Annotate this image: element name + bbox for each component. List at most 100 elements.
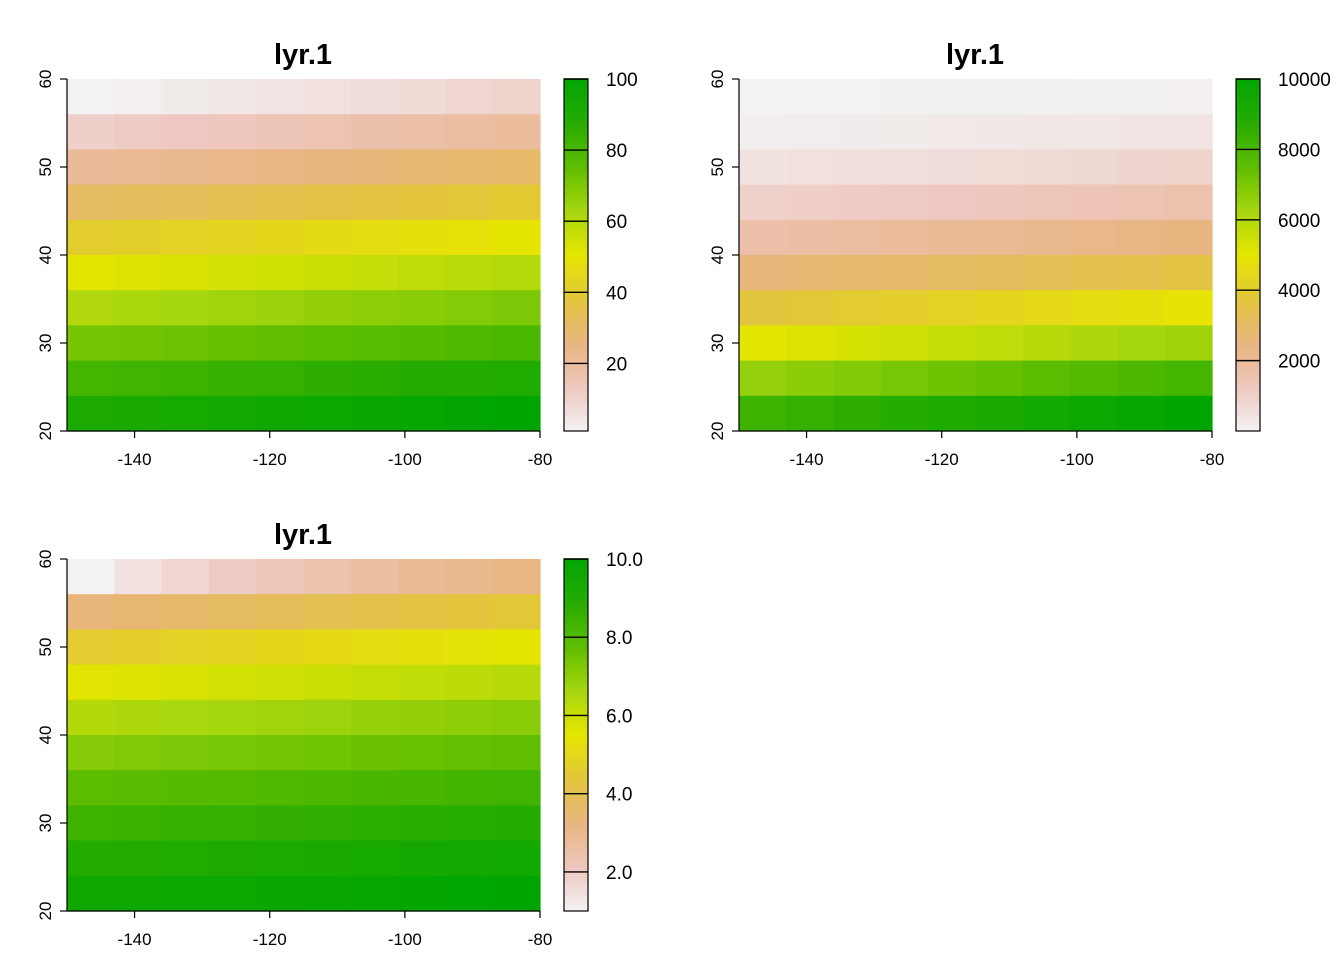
raster-cell [1022, 184, 1071, 221]
legend-colour-step [564, 761, 588, 765]
raster-cell [350, 325, 399, 362]
raster-cell [880, 149, 929, 186]
raster-cell [739, 219, 787, 256]
legend-colour-step [564, 814, 588, 818]
raster-cell [256, 770, 305, 806]
legend-colour-step [564, 202, 588, 206]
raster-cell [208, 360, 257, 397]
raster-cell [208, 629, 257, 666]
legend-colour-step [1236, 222, 1260, 227]
legend-colour-step [564, 664, 588, 669]
legend-colour-step [1236, 93, 1260, 98]
raster-cell [208, 805, 257, 842]
raster-cell [739, 255, 787, 291]
legend-colour-step [1236, 137, 1260, 142]
legend-colour-step [564, 246, 588, 250]
legend-colour-step [1236, 240, 1260, 244]
raster-cell [303, 875, 352, 912]
raster-cell [1070, 149, 1118, 186]
legend-colour-step [1236, 404, 1260, 409]
legend-colour-step [564, 87, 588, 92]
y-tick-label: 20 [708, 422, 727, 441]
raster-cell [833, 360, 882, 397]
legend-tick-label: 6000 [1278, 211, 1320, 232]
raster-cell [445, 184, 494, 221]
raster-cell [1022, 114, 1071, 150]
raster-cell [1022, 79, 1071, 115]
legend-colour-step [564, 561, 588, 566]
legend-colour-step [564, 249, 588, 253]
raster-cell [445, 255, 494, 291]
legend-tick-label: 100 [606, 70, 638, 91]
legend-colour-step [1236, 299, 1260, 303]
raster-cell [208, 594, 257, 630]
raster-cell [303, 699, 352, 736]
legend-tick-label: 8.0 [606, 628, 632, 649]
raster-cell [1164, 149, 1213, 186]
legend-colour-step [564, 673, 588, 677]
legend-colour-step [564, 585, 588, 589]
legend-colour-step [564, 799, 588, 804]
raster-cell [975, 395, 1024, 432]
legend-colour-step [564, 823, 588, 827]
raster-cell [67, 219, 115, 256]
panel-2-legend: 2000 4000 6000 8000 10000 [1235, 70, 1331, 432]
raster-cell [492, 735, 541, 771]
legend-colour-step [1236, 351, 1260, 356]
legend-colour-step [1236, 175, 1260, 180]
legend-colour-step [564, 252, 588, 256]
legend-colour-step [564, 905, 588, 909]
raster-cell [114, 875, 163, 912]
raster-cell [492, 875, 541, 912]
raster-cell [739, 79, 787, 115]
panel-2-title: lyr.1 [946, 39, 1004, 71]
legend-colour-step [1236, 395, 1260, 400]
raster-cell [398, 699, 446, 736]
panel-3-x-axis: -140 -120 -100 -80 [67, 910, 552, 949]
legend-colour-step [1236, 196, 1260, 200]
raster-cell [880, 360, 929, 397]
legend-colour-step [564, 155, 588, 159]
raster-cell [398, 184, 446, 221]
legend-colour-step [564, 855, 588, 859]
raster-cell [67, 770, 115, 806]
map-panel-3: lyr.1 -140 -120 -100 -80 20 30 40 50 60 2.0 4.0 6… [36, 519, 643, 949]
legend-tick-label: 8000 [1278, 140, 1320, 161]
raster-cell [398, 395, 446, 432]
x-tick-label: -140 [790, 450, 824, 469]
raster-cell [256, 629, 305, 666]
raster-cell [350, 805, 399, 842]
legend-tick-label: 6.0 [606, 706, 632, 727]
panel-2-x-axis: -140 -120 -100 -80 [739, 430, 1224, 469]
legend-colour-step [1236, 331, 1260, 335]
legend-colour-step [1236, 228, 1260, 233]
legend-colour-step [1236, 425, 1260, 429]
legend-colour-step [564, 266, 588, 271]
legend-colour-step [564, 213, 588, 218]
legend-colour-step [564, 573, 588, 578]
legend-colour-step [564, 416, 588, 420]
legend-colour-step [1236, 81, 1260, 86]
legend-colour-step [564, 360, 588, 365]
legend-colour-step [564, 802, 588, 806]
legend-colour-step [564, 190, 588, 194]
legend-colour-step [1236, 360, 1260, 365]
raster-cell [161, 149, 210, 186]
legend-colour-step [564, 343, 588, 347]
raster-cell [786, 149, 835, 186]
legend-colour-step [564, 278, 588, 282]
raster-cell [303, 149, 352, 186]
legend-colour-step [564, 881, 588, 886]
raster-cell [161, 735, 210, 771]
legend-colour-step [1236, 422, 1260, 426]
legend-colour-step [1236, 348, 1260, 353]
legend-colour-step [564, 726, 588, 730]
legend-colour-step [564, 187, 588, 192]
raster-cell [67, 735, 115, 771]
raster-cell [303, 559, 352, 595]
panel-2-raster [739, 79, 1213, 432]
raster-cell [67, 805, 115, 842]
legend-colour-step [1236, 316, 1260, 321]
y-tick-label: 50 [708, 158, 727, 177]
legend-colour-step [1236, 389, 1260, 394]
